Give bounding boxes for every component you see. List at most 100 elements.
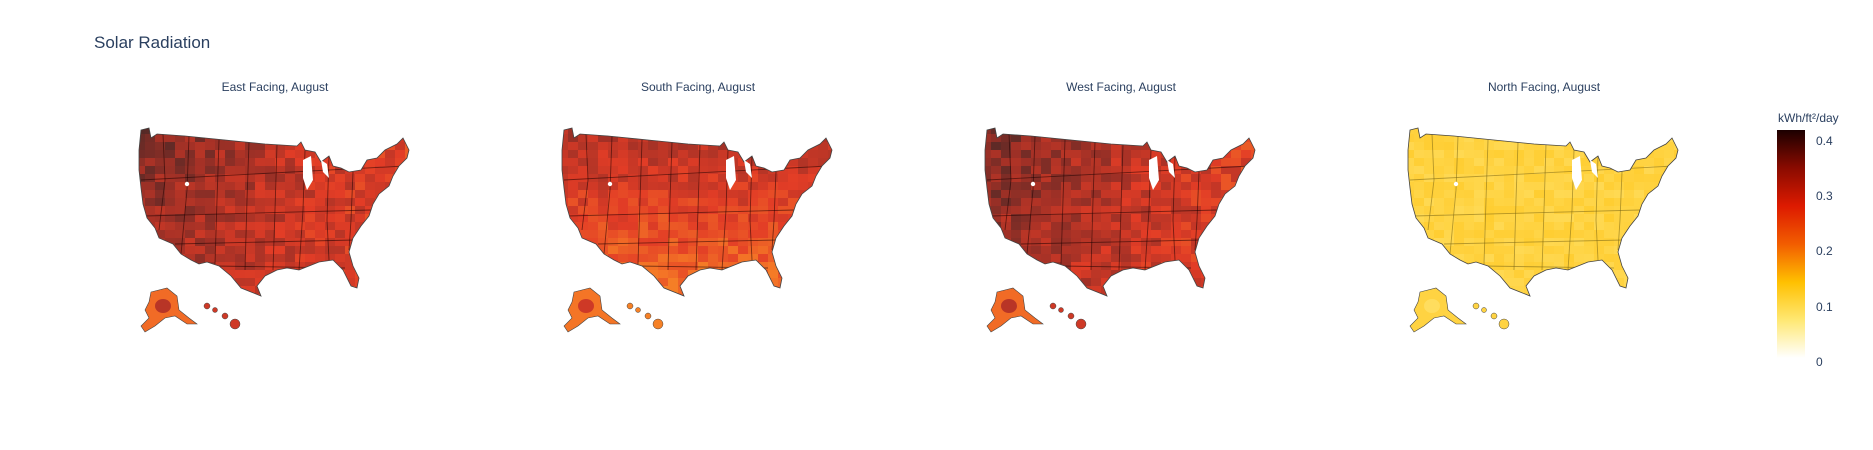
county[interactable]: [1131, 174, 1142, 183]
county[interactable]: [1504, 158, 1515, 167]
county[interactable]: [1484, 246, 1495, 255]
county[interactable]: [618, 142, 629, 151]
county[interactable]: [385, 174, 396, 183]
county[interactable]: [135, 134, 146, 143]
county[interactable]: [1191, 166, 1202, 175]
county[interactable]: [1151, 238, 1162, 247]
county[interactable]: [275, 166, 286, 175]
county[interactable]: [1574, 214, 1585, 223]
county[interactable]: [365, 214, 376, 223]
county[interactable]: [981, 278, 992, 287]
county[interactable]: [135, 190, 146, 199]
county[interactable]: [758, 286, 769, 295]
county[interactable]: [1574, 238, 1585, 247]
county[interactable]: [1574, 182, 1585, 191]
county[interactable]: [758, 150, 769, 159]
county[interactable]: [255, 150, 266, 159]
county[interactable]: [1514, 174, 1525, 183]
county[interactable]: [638, 126, 649, 135]
county[interactable]: [568, 230, 579, 239]
county[interactable]: [1504, 222, 1515, 231]
county[interactable]: [768, 134, 779, 143]
county[interactable]: [1664, 206, 1675, 215]
county[interactable]: [395, 286, 406, 295]
county[interactable]: [165, 126, 176, 135]
county[interactable]: [668, 158, 679, 167]
county[interactable]: [648, 270, 659, 279]
county[interactable]: [1201, 294, 1212, 303]
county[interactable]: [1141, 222, 1152, 231]
county[interactable]: [155, 230, 166, 239]
county[interactable]: [1444, 286, 1455, 295]
county[interactable]: [1061, 222, 1072, 231]
county[interactable]: [828, 238, 839, 247]
county[interactable]: [355, 198, 366, 207]
county[interactable]: [1131, 294, 1142, 303]
county[interactable]: [1564, 142, 1575, 151]
county[interactable]: [668, 278, 679, 287]
county[interactable]: [798, 294, 809, 303]
county[interactable]: [1614, 254, 1625, 263]
county[interactable]: [588, 278, 599, 287]
county[interactable]: [1231, 174, 1242, 183]
county[interactable]: [798, 198, 809, 207]
county[interactable]: [405, 294, 416, 303]
county[interactable]: [828, 158, 839, 167]
county[interactable]: [1061, 158, 1072, 167]
county[interactable]: [638, 158, 649, 167]
county[interactable]: [1241, 294, 1252, 303]
county[interactable]: [608, 278, 619, 287]
county[interactable]: [628, 246, 639, 255]
county[interactable]: [1424, 222, 1435, 231]
county[interactable]: [1664, 286, 1675, 295]
county[interactable]: [1061, 150, 1072, 159]
county[interactable]: [1101, 126, 1112, 135]
county[interactable]: [1241, 190, 1252, 199]
county[interactable]: [638, 182, 649, 191]
county[interactable]: [1181, 198, 1192, 207]
county[interactable]: [818, 246, 829, 255]
county[interactable]: [285, 230, 296, 239]
county[interactable]: [1624, 174, 1635, 183]
county[interactable]: [355, 190, 366, 199]
county[interactable]: [1494, 246, 1505, 255]
county[interactable]: [225, 126, 236, 135]
county[interactable]: [678, 270, 689, 279]
county[interactable]: [1121, 238, 1132, 247]
county[interactable]: [1121, 222, 1132, 231]
county[interactable]: [1584, 254, 1595, 263]
county[interactable]: [648, 230, 659, 239]
county[interactable]: [315, 230, 326, 239]
county[interactable]: [618, 246, 629, 255]
county[interactable]: [1504, 230, 1515, 239]
county[interactable]: [1594, 206, 1605, 215]
county[interactable]: [395, 190, 406, 199]
county[interactable]: [558, 230, 569, 239]
county[interactable]: [1414, 238, 1425, 247]
county[interactable]: [205, 142, 216, 151]
county[interactable]: [728, 198, 739, 207]
county[interactable]: [295, 206, 306, 215]
county[interactable]: [1211, 222, 1222, 231]
county[interactable]: [1524, 190, 1535, 199]
hawaii-island[interactable]: [1075, 318, 1087, 330]
county[interactable]: [708, 246, 719, 255]
county[interactable]: [698, 174, 709, 183]
county[interactable]: [385, 158, 396, 167]
county[interactable]: [295, 270, 306, 279]
county[interactable]: [1251, 246, 1262, 255]
county[interactable]: [1011, 262, 1022, 271]
county[interactable]: [275, 142, 286, 151]
county[interactable]: [1434, 270, 1445, 279]
county[interactable]: [818, 182, 829, 191]
county[interactable]: [1574, 190, 1585, 199]
county[interactable]: [1191, 134, 1202, 143]
county[interactable]: [558, 166, 569, 175]
county[interactable]: [1201, 246, 1212, 255]
county[interactable]: [628, 254, 639, 263]
county[interactable]: [275, 286, 286, 295]
county[interactable]: [1644, 286, 1655, 295]
county[interactable]: [981, 214, 992, 223]
county[interactable]: [1524, 214, 1535, 223]
county[interactable]: [708, 126, 719, 135]
